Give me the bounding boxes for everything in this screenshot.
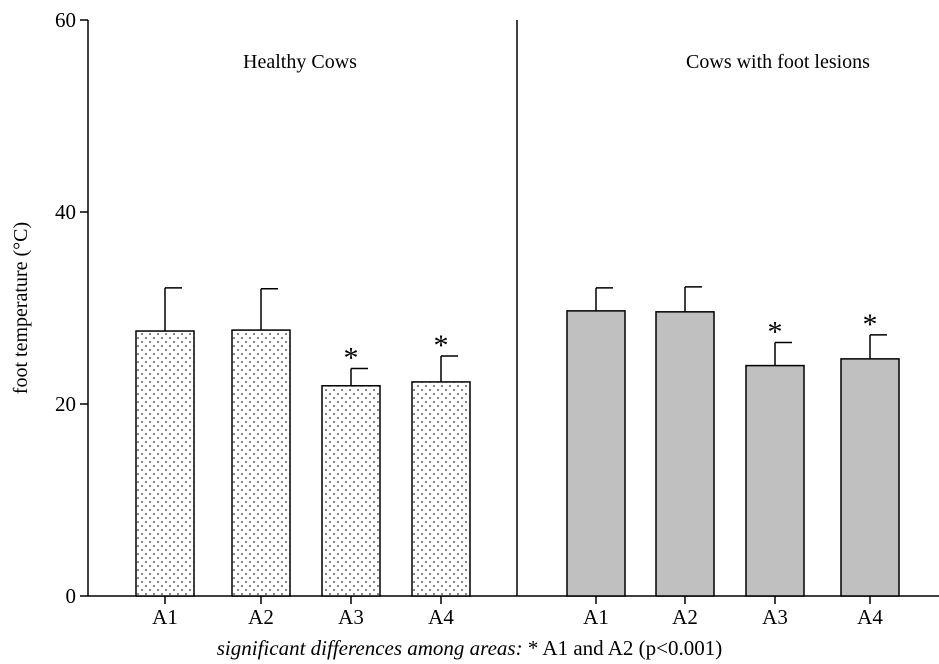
x-tick-label: A1 bbox=[583, 605, 609, 629]
x-tick-label: A2 bbox=[248, 605, 274, 629]
x-tick-label: A1 bbox=[152, 605, 178, 629]
x-tick-label: A4 bbox=[428, 605, 454, 629]
x-tick-label: A3 bbox=[338, 605, 364, 629]
y-tick-label: 20 bbox=[55, 392, 76, 416]
significance-marker: * bbox=[863, 308, 878, 341]
x-tick-label: A2 bbox=[672, 605, 698, 629]
y-tick-label: 40 bbox=[55, 200, 76, 224]
plot-area: 0 20 40 60 foot temperature (°C) Healthy Cows… bbox=[10, 8, 939, 629]
group-title: Cows with foot lesions bbox=[686, 51, 870, 73]
footnote: significant differences among areas: * A… bbox=[0, 636, 939, 661]
x-tick-label: A4 bbox=[857, 605, 883, 629]
y-tick-label: 60 bbox=[55, 8, 76, 32]
bar bbox=[655, 311, 715, 597]
bar bbox=[321, 385, 381, 597]
bar bbox=[231, 329, 291, 597]
significance-marker: * bbox=[344, 341, 359, 374]
significance-marker: * bbox=[768, 316, 783, 349]
bar bbox=[840, 358, 900, 597]
bar bbox=[566, 310, 626, 597]
y-axis-label: foot temperature (°C) bbox=[10, 222, 32, 394]
x-tick-label: A3 bbox=[762, 605, 788, 629]
bar bbox=[135, 330, 195, 597]
bar bbox=[411, 381, 471, 597]
significance-marker: * bbox=[434, 329, 449, 362]
group-title: Healthy Cows bbox=[243, 51, 357, 73]
bar bbox=[745, 364, 805, 597]
y-tick-label: 0 bbox=[66, 584, 77, 608]
footnote-rest: * A1 and A2 (p<0.001) bbox=[522, 636, 723, 660]
footnote-italic: significant differences among areas: bbox=[216, 636, 523, 660]
